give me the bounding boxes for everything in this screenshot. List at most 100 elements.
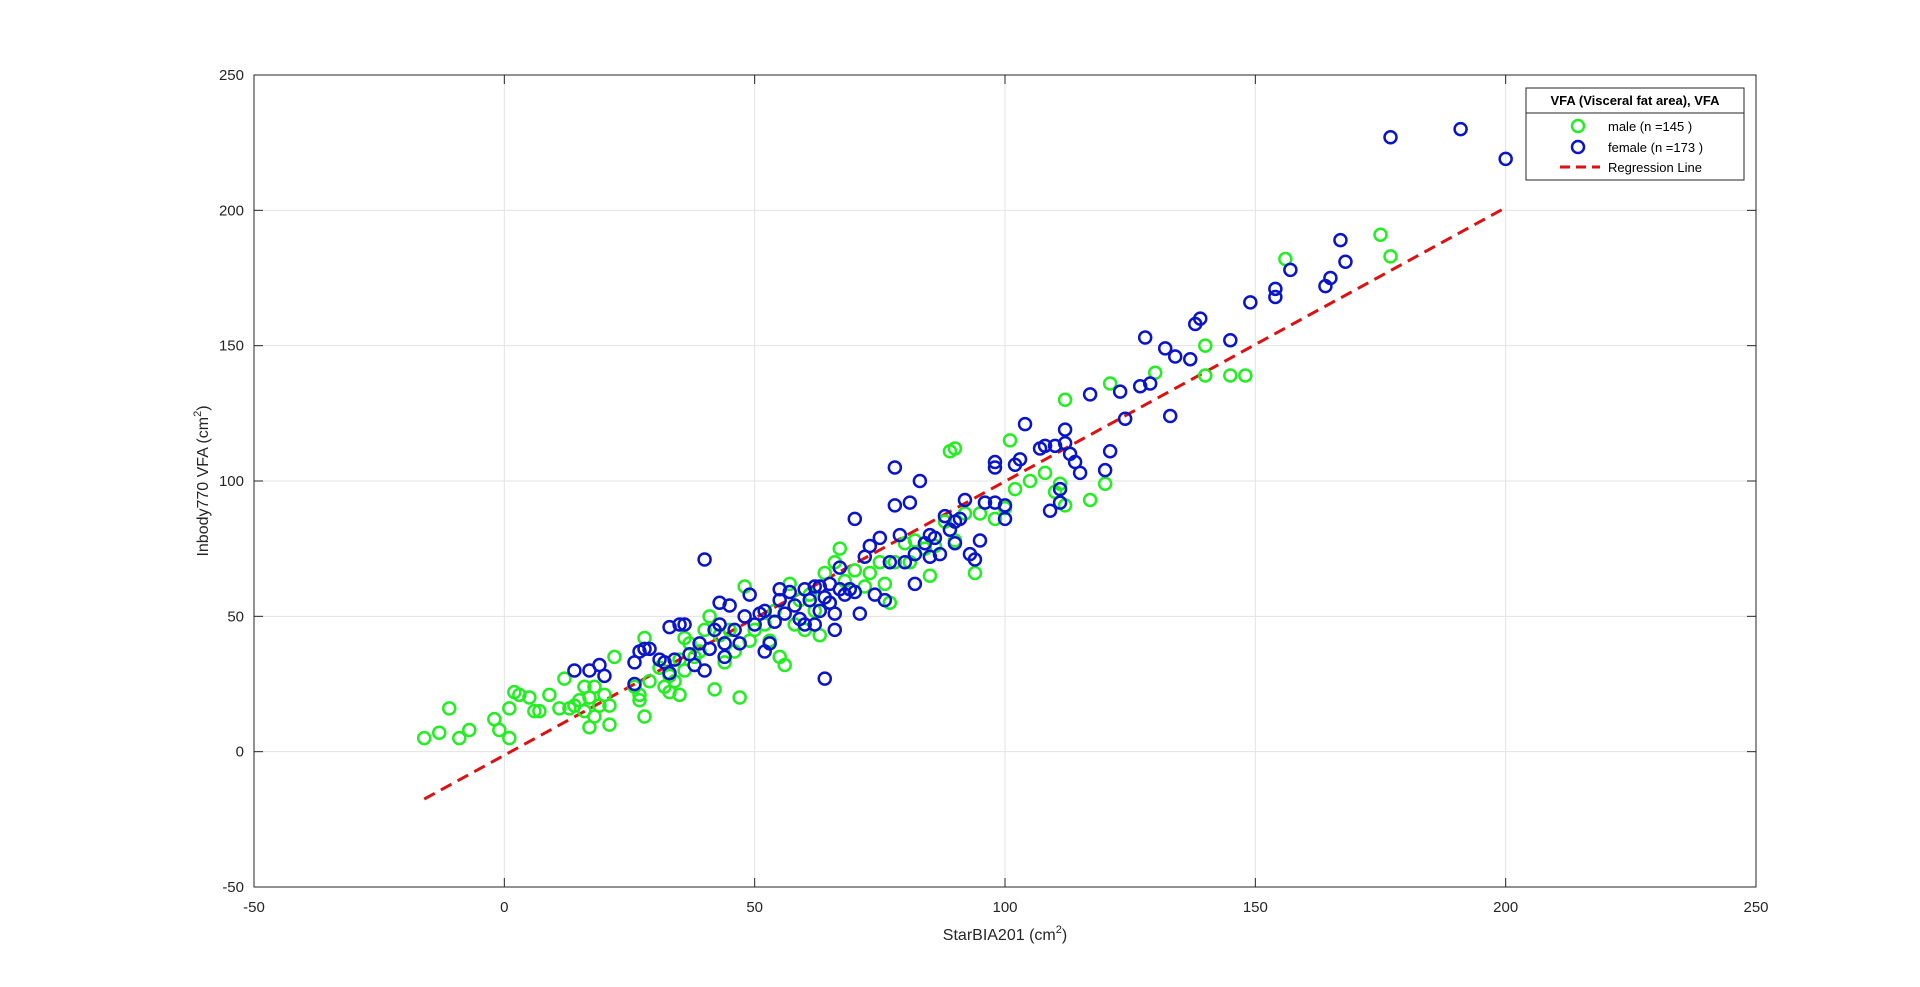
female-data-point [927, 530, 943, 546]
male-data-point [922, 568, 938, 583]
female-data-point [1017, 416, 1033, 432]
legend-marker-male [1570, 118, 1586, 134]
female-data-point [1082, 387, 1098, 402]
male-data-point [642, 674, 657, 689]
y-axis-label: Inbody770 VFA (cm2) [192, 405, 212, 556]
female-data-point [1117, 411, 1133, 426]
female-data-point [597, 668, 612, 684]
female-data-point [1102, 443, 1118, 459]
male-data-point [1057, 392, 1073, 408]
female-data-point [642, 641, 657, 657]
female-data-point [872, 530, 888, 546]
female-data-point [1243, 295, 1258, 310]
female-data-point [762, 636, 777, 651]
male-data-point [1007, 481, 1023, 497]
male-data-point [732, 690, 747, 705]
female-data-point [702, 641, 717, 657]
y-tick-label: 50 [227, 608, 244, 625]
legend-label-female: female (n =173 ) [1608, 140, 1703, 155]
female-data-point [812, 603, 828, 619]
female-data-point [802, 592, 817, 608]
female-data-point [817, 671, 833, 686]
male-data-point [462, 722, 477, 738]
female-data-point [1072, 465, 1088, 481]
y-tick-label: 150 [219, 338, 244, 355]
male-data-point [777, 657, 792, 673]
female-data-point [667, 652, 682, 667]
male-data-point [1373, 227, 1388, 242]
female-data-point [1283, 262, 1298, 278]
female-data-point [997, 498, 1013, 513]
male-data-point [872, 554, 888, 570]
male-data-point [1037, 465, 1053, 481]
female-data-point [1142, 376, 1158, 391]
female-data-point [722, 598, 737, 613]
female-data-point [862, 538, 878, 554]
male-data-point [1002, 433, 1018, 448]
female-data-point [1167, 349, 1183, 364]
female-data-point [1162, 408, 1178, 424]
male-data-point [492, 722, 507, 738]
x-tick-label: 0 [500, 899, 508, 916]
female-data-point [947, 536, 963, 551]
female-data-point [887, 498, 903, 513]
female-data-point [757, 603, 772, 619]
female-data-point [892, 527, 908, 543]
x-tick-label: 150 [1243, 899, 1268, 916]
female-data-point [952, 511, 968, 527]
y-tick-label: 250 [219, 67, 244, 84]
female-data-point [1223, 333, 1238, 348]
female-data-point [1057, 422, 1073, 437]
female-data-point [742, 587, 757, 602]
female-data-point [1498, 151, 1513, 167]
male-data-point [431, 725, 447, 740]
male-data-point [452, 730, 467, 746]
male-data-point [587, 679, 602, 694]
female-data-point [677, 617, 692, 632]
female-data-point [1052, 481, 1068, 497]
regression-line [423, 206, 1507, 801]
male-data-point [1097, 476, 1113, 491]
male-data-point [602, 698, 617, 713]
male-data-point [967, 565, 983, 581]
male-data-point [697, 622, 712, 638]
female-data-point [717, 649, 732, 665]
male-data-point [847, 563, 863, 578]
male-data-point [947, 441, 963, 456]
female-data-point [1137, 330, 1153, 345]
male-data-point [707, 682, 722, 697]
female-data-point [847, 584, 863, 600]
female-data-point [662, 665, 677, 681]
female-data-point [1157, 341, 1173, 356]
female-data-point [567, 663, 582, 678]
legend: VFA (Visceral fat area), VFA male (n =14… [1525, 87, 1745, 181]
male-data-point [527, 703, 542, 719]
female-data-point [672, 617, 687, 632]
male-data-point [1383, 249, 1398, 264]
female-data-point [1052, 495, 1068, 510]
female-data-point [987, 454, 1003, 470]
female-data-point [832, 560, 848, 575]
male-data-point [987, 511, 1003, 527]
female-data-point [637, 641, 652, 657]
female-data-point [737, 609, 752, 624]
female-data-point [1268, 289, 1283, 305]
male-data-point [442, 701, 457, 716]
regression-layer [423, 206, 1507, 801]
male-data-point [637, 709, 652, 724]
male-data-point [1198, 368, 1213, 383]
female-data-point [847, 511, 863, 527]
legend-label-regression: Regression Line [1608, 160, 1702, 175]
male-data-point [1238, 368, 1253, 383]
male-data-point [877, 576, 893, 592]
female-data-point [777, 606, 792, 621]
male-data-point [1022, 473, 1038, 489]
y-tick-label: 100 [219, 473, 244, 490]
female-data-point [797, 617, 812, 632]
female-data-point [912, 473, 928, 489]
female-data-point [787, 598, 802, 613]
female-data-point [1338, 254, 1353, 270]
female-data-point [957, 492, 973, 508]
female-data-point [1182, 351, 1198, 367]
